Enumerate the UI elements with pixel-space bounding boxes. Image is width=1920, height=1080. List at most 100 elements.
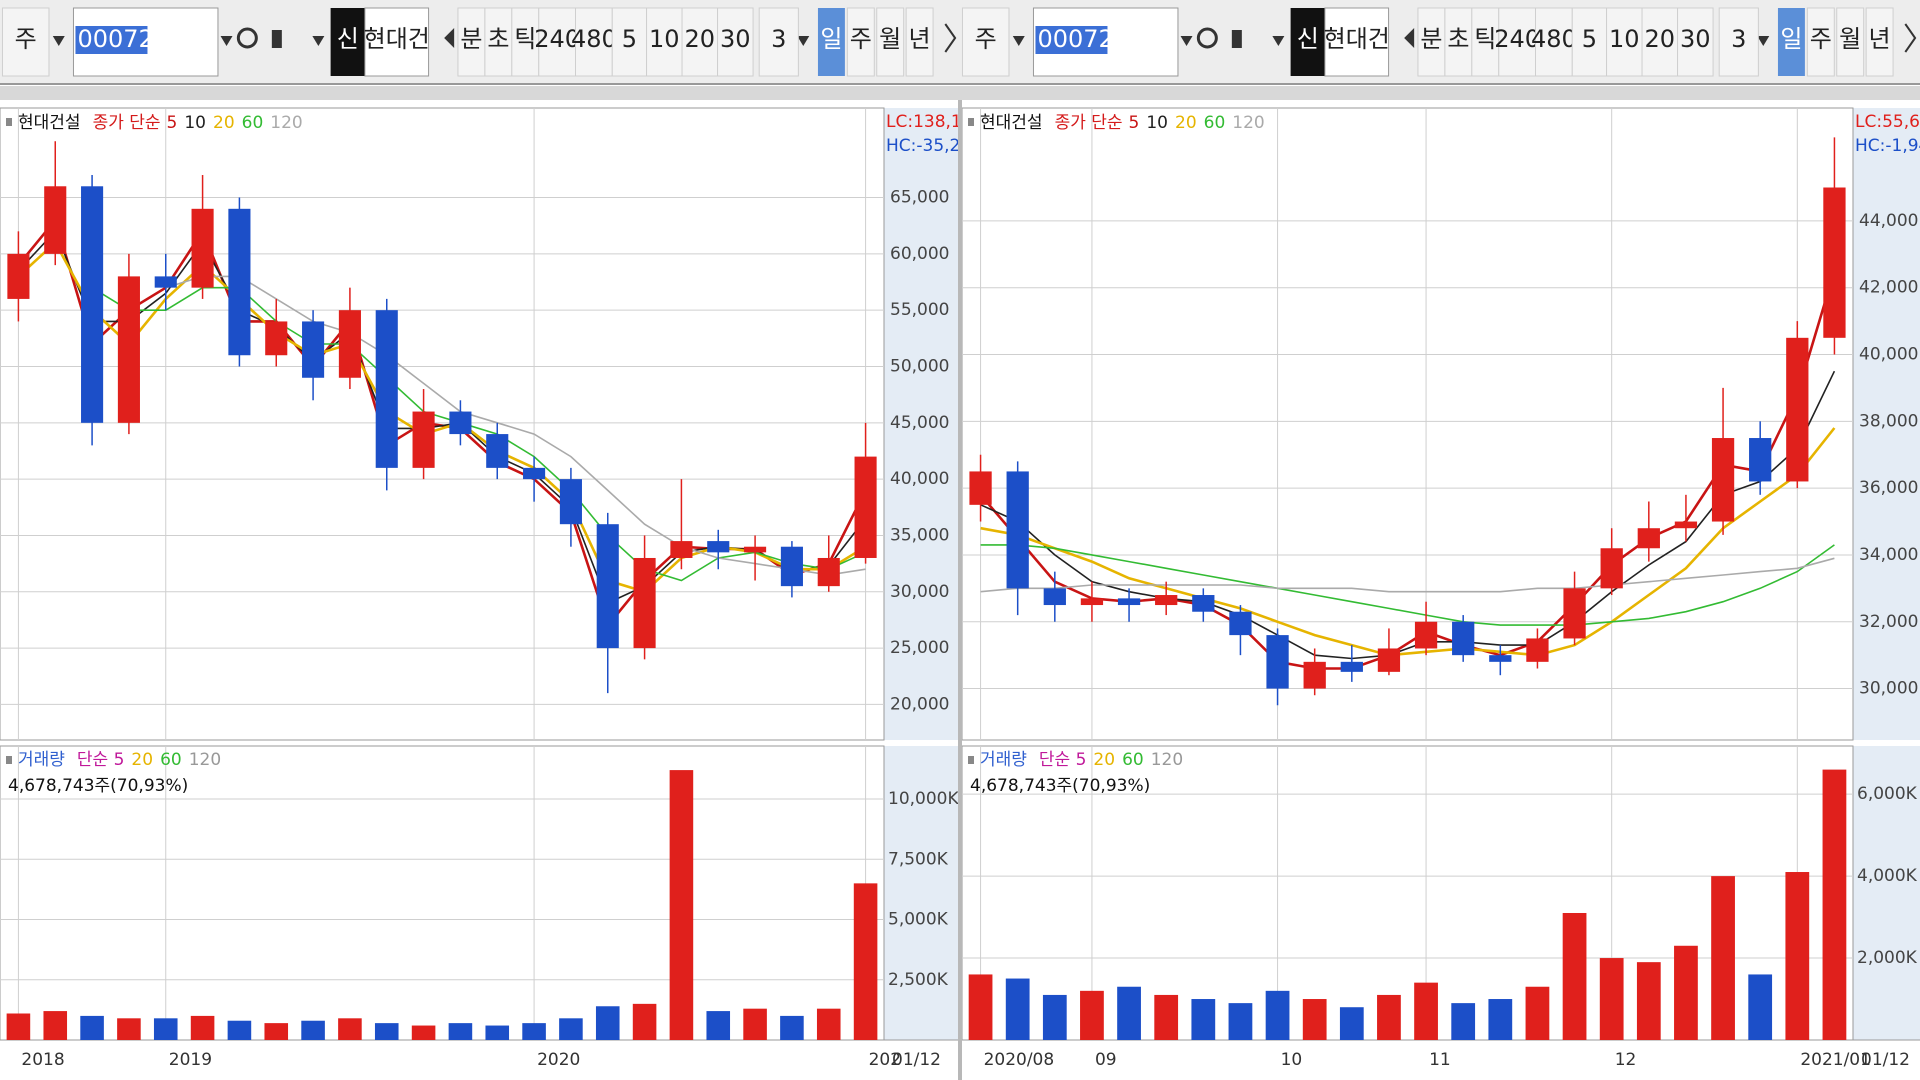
dropdown-arrow[interactable] xyxy=(1272,36,1285,46)
volume-bar xyxy=(1154,994,1179,1040)
y-tick-label: 40,000 xyxy=(1859,345,1918,365)
volume-bar xyxy=(1005,978,1030,1040)
candle-body xyxy=(265,321,288,356)
toolbar-item[interactable]: 현대건 xyxy=(364,25,430,53)
button-bg xyxy=(330,8,365,76)
toolbar-item[interactable]: 주 xyxy=(975,25,997,53)
dropdown-arrow[interactable] xyxy=(1012,36,1025,46)
toolbar-item[interactable]: 현대건 xyxy=(1324,25,1390,53)
candle-body xyxy=(854,456,877,558)
candle-body xyxy=(1749,438,1772,482)
candle-body xyxy=(1266,635,1289,689)
candle-body xyxy=(1674,521,1698,529)
toolbar-item[interactable]: 3 xyxy=(771,25,786,53)
volume-bar xyxy=(1302,999,1327,1040)
toolbar-item[interactable]: 000720 xyxy=(1037,25,1129,53)
toolbar-item[interactable]: 000720 xyxy=(77,25,169,53)
volume-bar xyxy=(853,883,878,1040)
button-bg xyxy=(511,7,540,77)
toolbar-item[interactable]: 년 xyxy=(909,25,931,53)
volume-bar xyxy=(1488,999,1513,1040)
toolbar-item[interactable]: 신 xyxy=(1297,25,1319,53)
toolbar-item[interactable]: 년 xyxy=(1869,25,1891,53)
toolbar-item[interactable]: 20 xyxy=(685,25,716,53)
dropdown-arrow[interactable] xyxy=(312,36,325,46)
dropdown-arrow[interactable] xyxy=(1757,36,1770,46)
x-tick-label: 12 xyxy=(1615,1050,1637,1070)
volume-bar xyxy=(706,1011,731,1040)
dropdown-arrow[interactable] xyxy=(220,36,233,46)
candle-body xyxy=(1117,598,1141,606)
candle-body xyxy=(1155,595,1178,606)
y-tick-label: 6,000K xyxy=(1857,784,1918,804)
button-bg xyxy=(1677,7,1714,77)
candle-body xyxy=(1192,595,1215,612)
volume-bar xyxy=(522,1023,546,1040)
moving-average-line xyxy=(980,370,1836,660)
toolbar-item[interactable]: 주 xyxy=(1810,25,1832,53)
volume-bar xyxy=(1191,999,1216,1040)
toolbar-item[interactable]: 주 xyxy=(15,25,37,53)
volume-bar xyxy=(1414,982,1438,1040)
legend-text: 20 xyxy=(213,113,235,133)
toolbar-item[interactable]: 10 xyxy=(1609,25,1640,53)
next-arrow[interactable] xyxy=(944,23,957,53)
toolbar-item[interactable]: 5 xyxy=(1582,25,1597,53)
legend-marker xyxy=(968,756,974,764)
toolbar-item[interactable]: 틱 xyxy=(514,25,536,53)
button-bg xyxy=(1324,7,1390,77)
legend-text: 거래량 xyxy=(18,750,65,770)
toolbar-item[interactable]: 20 xyxy=(1645,25,1676,53)
search-icon[interactable] xyxy=(236,27,258,49)
toolbar-item[interactable]: 월 xyxy=(879,25,901,53)
toolbar-item[interactable]: 초 xyxy=(1447,25,1469,53)
dropdown-arrow[interactable] xyxy=(52,36,65,46)
toolbar-item[interactable]: 틱 xyxy=(1474,25,1496,53)
candle-body xyxy=(670,541,693,558)
toolbar-item[interactable]: 240 xyxy=(534,25,580,53)
candle-body xyxy=(1489,655,1512,662)
candle-body xyxy=(1006,471,1029,589)
next-arrow[interactable] xyxy=(1904,23,1917,53)
toolbar-item[interactable]: 30 xyxy=(1680,25,1711,53)
dropdown-arrow[interactable] xyxy=(797,36,810,46)
toolbar-item[interactable]: 월 xyxy=(1839,25,1861,53)
legend-text: 20 xyxy=(131,750,153,770)
dropdown-arrow[interactable] xyxy=(1180,36,1193,46)
prev-arrow[interactable] xyxy=(1404,28,1415,48)
toolbar-item[interactable]: 분 xyxy=(460,25,482,53)
candle-body xyxy=(375,310,398,468)
search-icon[interactable] xyxy=(1196,27,1218,49)
toolbar-item[interactable]: 일 xyxy=(1780,25,1802,53)
legend-text: 종가 단순 xyxy=(93,113,161,133)
y-tick-label: 10,000K xyxy=(888,789,959,809)
button-bg xyxy=(575,7,613,77)
button-bg xyxy=(1471,7,1500,77)
volume-bar xyxy=(227,1020,252,1040)
y-tick-label: 50,000 xyxy=(890,356,949,376)
x-tick-label: 202 xyxy=(869,1050,901,1070)
toolbar-item[interactable]: 240 xyxy=(1494,25,1540,53)
toolbar-item[interactable]: 30 xyxy=(720,25,751,53)
volume-bar xyxy=(1748,974,1773,1040)
speaker-icon[interactable] xyxy=(1231,30,1242,48)
toolbar-item[interactable]: 480 xyxy=(1531,25,1577,53)
y-tick-label: 25,000 xyxy=(890,638,949,658)
toolbar-item[interactable]: 초 xyxy=(487,25,509,53)
volume-bar xyxy=(301,1020,325,1040)
toolbar-item[interactable]: 480 xyxy=(571,25,617,53)
moving-average-line xyxy=(980,544,1835,626)
toolbar-item[interactable]: 5 xyxy=(622,25,637,53)
toolbar-item[interactable]: 신 xyxy=(337,25,359,53)
y-tick-label: 45,000 xyxy=(890,413,949,433)
y-tick-label: 40,000 xyxy=(890,469,949,489)
toolbar-item[interactable]: 일 xyxy=(820,25,842,53)
toolbar-item[interactable]: 3 xyxy=(1731,25,1746,53)
speaker-icon[interactable] xyxy=(271,30,282,48)
toolbar-item[interactable]: 주 xyxy=(850,25,872,53)
moving-average-line xyxy=(980,557,1835,593)
prev-arrow[interactable] xyxy=(444,28,455,48)
toolbar-item[interactable]: 10 xyxy=(649,25,680,53)
toolbar-item[interactable]: 분 xyxy=(1420,25,1442,53)
